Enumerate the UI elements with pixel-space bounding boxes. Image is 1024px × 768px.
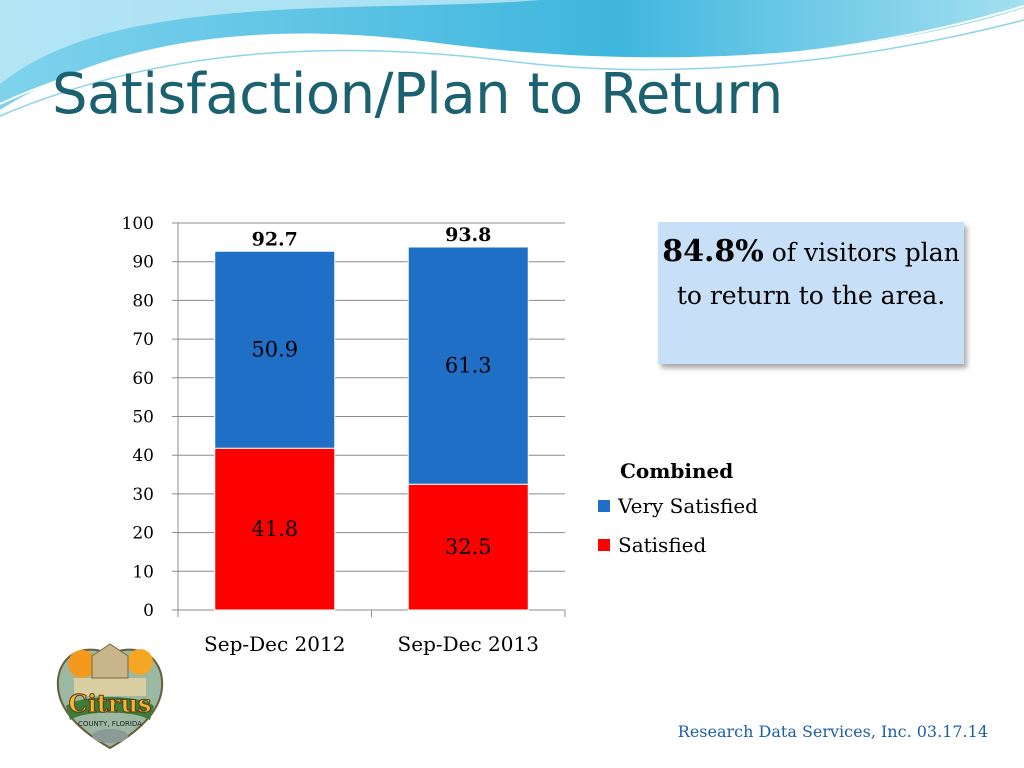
logo-subtext: COUNTY, FLORIDA	[78, 720, 142, 728]
chart-axes: 0 10 20 30 40 50 60 70 80 90 100 Sep-Dec 2012 Sep-De…	[122, 214, 566, 656]
bar-segment	[407, 483, 529, 611]
x-category-label: Sep-Dec 2013	[398, 632, 539, 656]
segment-value-label: 41.8	[251, 517, 298, 541]
y-tick-label: 20	[132, 524, 154, 544]
callout-highlight: 84.8%	[662, 234, 764, 269]
y-tick-label: 100	[122, 214, 154, 234]
legend-title: Combined	[620, 459, 734, 483]
total-value-label: 93.8	[445, 224, 491, 246]
legend-item-satisfied: Satisfied	[598, 525, 758, 564]
slide-title: Satisfaction/Plan to Return	[52, 62, 783, 127]
y-tick-label: 70	[132, 330, 154, 350]
segment-value-label: 50.9	[251, 338, 298, 362]
y-tick-label: 0	[143, 601, 154, 621]
footer-credit: Research Data Services, Inc. 03.17.14	[677, 722, 988, 741]
callout-text: of visitors plan to return to the area.	[676, 238, 960, 310]
data-labels: 41.8 50.9 92.7 32.5 61.3 93.8	[251, 224, 491, 559]
header-wave-decoration	[0, 0, 1024, 117]
legend-item-very-satisfied: Very Satisfied	[598, 486, 758, 525]
bar-segment	[407, 246, 529, 485]
y-tick-label: 50	[132, 408, 154, 428]
y-tick-label: 80	[132, 291, 154, 311]
y-tick-label: 90	[132, 253, 154, 273]
y-tick-label: 30	[132, 485, 154, 505]
bar-segment	[214, 447, 336, 611]
segment-value-label: 61.3	[445, 354, 492, 378]
return-intent-callout: 84.8% of visitors plan to return to the …	[658, 222, 964, 364]
bars	[214, 246, 529, 611]
y-tick-label: 10	[132, 562, 154, 582]
chart-legend: Combined Very Satisfied Satisfied	[598, 456, 758, 564]
legend-swatch-very-satisfied	[598, 499, 610, 512]
citrus-county-logo: Citrus COUNTY, FLORIDA	[56, 643, 164, 750]
legend-label: Satisfied	[618, 532, 707, 557]
y-tick-label: 60	[132, 369, 154, 389]
legend-swatch-satisfied	[598, 538, 610, 551]
legend-label: Very Satisfied	[618, 493, 758, 518]
logo-wordmark: Citrus	[69, 689, 152, 718]
x-category-label: Sep-Dec 2012	[204, 632, 345, 656]
y-tick-label: 40	[132, 446, 154, 466]
total-value-label: 92.7	[252, 228, 298, 250]
segment-value-label: 32.5	[445, 535, 492, 559]
bar-segment	[214, 250, 336, 449]
